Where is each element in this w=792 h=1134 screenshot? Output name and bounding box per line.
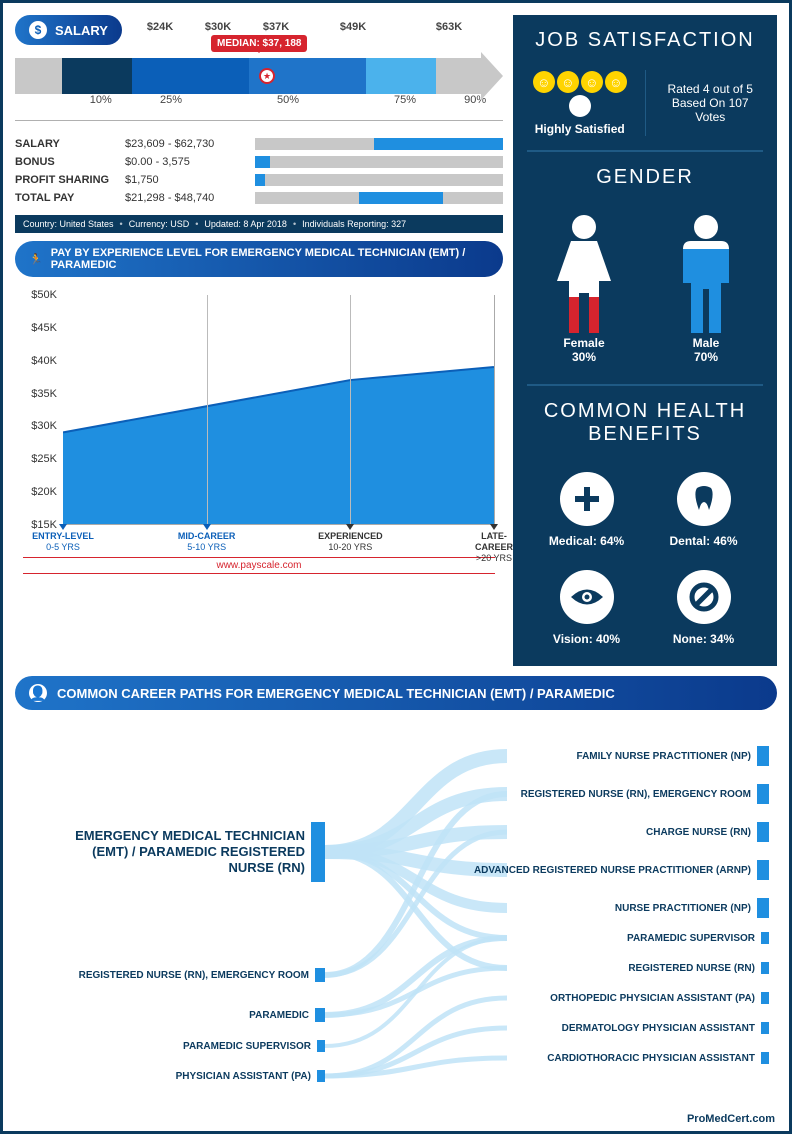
career-source: REGISTERED NURSE (RN), EMERGENCY ROOM [79,968,325,982]
career-target: DERMATOLOGY PHYSICIAN ASSISTANT [562,1022,769,1034]
career-target: CHARGE NURSE (RN) [646,822,769,842]
experience-chart-header: 🏃 PAY BY EXPERIENCE LEVEL FOR EMERGENCY … [15,241,503,277]
gender-male: Male70% [671,213,741,364]
benefit-dental: Dental: 46% [650,472,757,548]
benefits-grid: Medical: 64%Dental: 46%Vision: 40%None: … [513,456,777,666]
compensation-row: PROFIT SHARING$1,750 [15,171,503,189]
satisfaction-label: Highly Satisfied [527,122,633,136]
career-target: NURSE PRACTITIONER (NP) [615,898,769,918]
career-target: FAMILY NURSE PRACTITIONER (NP) [577,746,769,766]
career-source: PHYSICIAN ASSISTANT (PA) [176,1070,325,1082]
person-icon: 👤 [29,684,47,702]
experience-area-chart: $15K$20K$25K$30K$35K$40K$45K$50KENTRY-LE… [63,295,495,525]
female-icon [549,213,619,333]
career-paths-title: COMMON CAREER PATHS FOR EMERGENCY MEDICA… [57,686,615,701]
satisfaction-summary: Rated 4 out of 5 Based On 107 Votes [645,70,764,136]
salary-meta: Country: United States•Currency: USD•Upd… [15,215,503,233]
male-icon [671,213,741,333]
salary-title: SALARY [55,23,108,38]
benefit-none: None: 34% [650,570,757,646]
eye-icon [560,570,614,624]
career-source: EMERGENCY MEDICAL TECHNICIAN (EMT) / PAR… [45,822,325,882]
gender-female: Female30% [549,213,619,364]
compensation-row: TOTAL PAY$21,298 - $48,740 [15,189,503,207]
career-target: CARDIOTHORACIC PHYSICIAN ASSISTANT [547,1052,769,1064]
median-star-icon: ★ [259,68,275,84]
career-paths-header: 👤 COMMON CAREER PATHS FOR EMERGENCY MEDI… [15,676,777,710]
satisfaction-rating-icons: ☺☺☺☺☺ [527,70,633,118]
benefit-vision: Vision: 40% [533,570,640,646]
none-icon [677,570,731,624]
compensation-row: SALARY$23,609 - $62,730 [15,135,503,153]
compensation-table: SALARY$23,609 - $62,730BONUS$0.00 - 3,57… [15,135,503,207]
compensation-row: BONUS$0.00 - 3,575 [15,153,503,171]
salary-header: $ SALARY [15,15,122,45]
career-target: ORTHOPEDIC PHYSICIAN ASSISTANT (PA) [550,992,769,1004]
chart-source: www.payscale.com [23,557,495,574]
career-target: REGISTERED NURSE (RN), EMERGENCY ROOM [521,784,769,804]
runner-icon: 🏃 [29,253,43,266]
salary-percentile-bar: ★ [15,58,503,94]
career-target: PARAMEDIC SUPERVISOR [627,932,769,944]
career-target: REGISTERED NURSE (RN) [628,962,769,974]
salary-percentile-labels: 10%25%50%75%90% [65,94,503,106]
median-badge: MEDIAN: $37, 188 [211,35,307,52]
career-sankey: EMERGENCY MEDICAL TECHNICIAN (EMT) / PAR… [15,726,777,1098]
footer-brand: ProMedCert.com [687,1113,775,1125]
plus-icon [560,472,614,526]
benefits-title: COMMON HEALTH BENEFITS [513,386,777,456]
dollar-icon: $ [29,21,47,39]
satisfaction-title: JOB SATISFACTION [513,15,777,62]
gender-title: GENDER [513,152,777,199]
career-target: ADVANCED REGISTERED NURSE PRACTITIONER (… [474,860,769,880]
career-source: PARAMEDIC [249,1008,325,1022]
benefit-medical: Medical: 64% [533,472,640,548]
experience-chart-title: PAY BY EXPERIENCE LEVEL FOR EMERGENCY ME… [51,247,489,271]
tooth-icon [677,472,731,526]
career-source: PARAMEDIC SUPERVISOR [183,1040,325,1052]
salary-scale-labels: $24K$30K$37K$49K$63K [125,21,503,33]
